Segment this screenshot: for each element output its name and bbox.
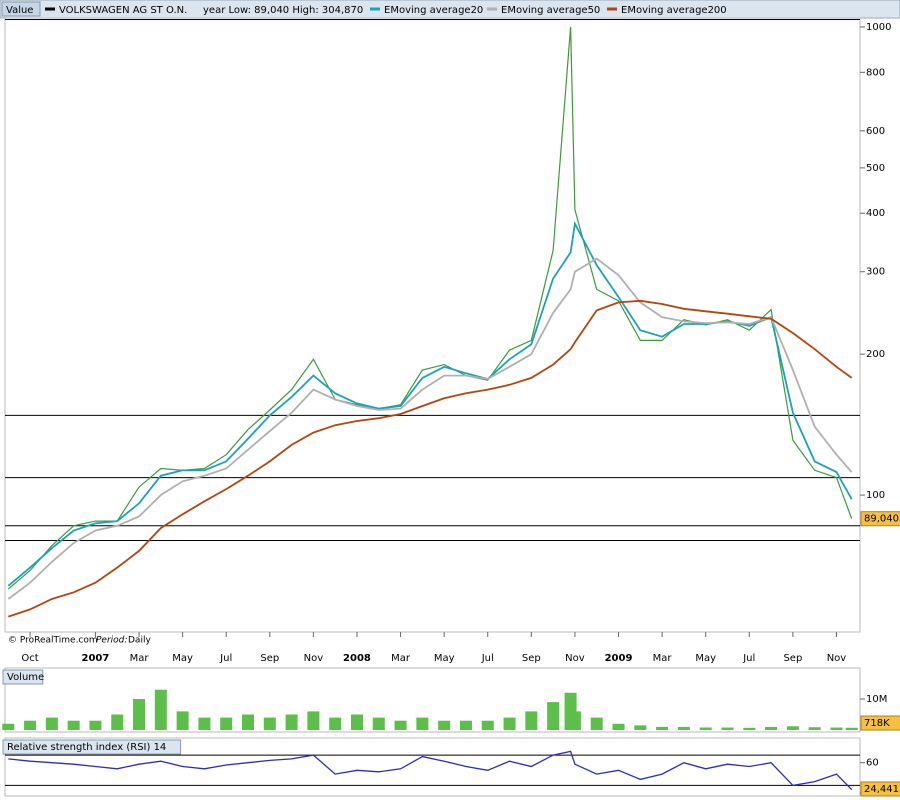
volume-bar xyxy=(111,714,124,730)
ema-line xyxy=(8,299,853,618)
last-value-label: 24,441 xyxy=(864,784,899,795)
volume-bar xyxy=(307,711,320,730)
legend-label: VOLKSWAGEN AG ST O.N. xyxy=(59,5,187,16)
volume-bar xyxy=(285,714,298,730)
volume-bar xyxy=(568,711,581,730)
volume-bar xyxy=(481,720,494,730)
copyright: © ProRealTime.com xyxy=(8,636,98,646)
volume-bar xyxy=(416,717,429,730)
x-tick-label: Sep xyxy=(260,653,279,664)
volume-bar xyxy=(612,723,625,730)
y-tick-label: 60 xyxy=(866,758,879,769)
panel-label: Volume xyxy=(7,672,44,683)
volume-bar xyxy=(24,720,37,730)
volume-bar xyxy=(634,725,647,730)
x-tick-label: Mar xyxy=(130,653,150,664)
x-tick-label: Sep xyxy=(522,653,541,664)
x-tick-label: 2009 xyxy=(605,653,633,664)
x-tick-label: Jul xyxy=(742,653,755,664)
volume-bar xyxy=(656,726,669,730)
volume-bar xyxy=(176,711,189,730)
volume-bar xyxy=(372,717,385,730)
y-tick-label: 300 xyxy=(866,267,885,278)
panel-label: Relative strength index (RSI) 14 xyxy=(7,742,166,753)
panel-label-box xyxy=(2,739,182,755)
volume-bar xyxy=(2,723,15,730)
x-tick-label: Jul xyxy=(481,653,494,664)
volume-bar xyxy=(808,727,821,730)
volume-bar xyxy=(845,727,858,730)
x-tick-label: May xyxy=(434,653,455,664)
volume-bar xyxy=(198,717,211,730)
x-tick-label: 2007 xyxy=(82,653,110,664)
ema-line xyxy=(7,257,853,600)
volume-bar xyxy=(263,717,276,730)
volume-bar xyxy=(721,727,734,730)
last-value-box xyxy=(860,511,900,527)
x-tick-label: Nov xyxy=(565,653,585,664)
last-value-label: 89,040 xyxy=(864,514,899,525)
range-text: year Low: 89,040 High: 304,870 xyxy=(203,5,363,16)
period-label: Period: xyxy=(96,636,127,646)
y-tick-label: 10M xyxy=(866,694,887,705)
volume-bar xyxy=(765,726,778,730)
x-tick-label: 2008 xyxy=(343,653,371,664)
volume-bar xyxy=(590,717,603,730)
x-tick-label: May xyxy=(172,653,193,664)
legend-label: EMoving average50 xyxy=(501,5,600,16)
volume-bar xyxy=(220,717,233,730)
y-tick-label: 800 xyxy=(866,67,885,78)
volume-bar xyxy=(154,689,167,730)
y-tick-label: 1000 xyxy=(866,22,891,33)
y-tick-label: 500 xyxy=(866,163,885,174)
legend-label: EMoving average20 xyxy=(384,5,483,16)
x-tick-label: Mar xyxy=(391,653,411,664)
volume-bar xyxy=(133,699,146,730)
volume-bar xyxy=(394,720,407,730)
x-tick-label: May xyxy=(695,653,716,664)
last-value-box xyxy=(860,781,900,797)
x-tick-label: Sep xyxy=(783,653,802,664)
x-tick-label: Oct xyxy=(21,653,38,664)
y-tick-label: 400 xyxy=(866,208,885,219)
volume-bar xyxy=(830,727,843,730)
volume-bar xyxy=(438,720,451,730)
volume-bar xyxy=(67,720,80,730)
volume-bar xyxy=(89,720,102,730)
period: Daily xyxy=(128,636,151,646)
volume-bar xyxy=(547,702,560,730)
volume-bar xyxy=(242,714,255,730)
last-value-label: 718K xyxy=(864,718,890,729)
volume-bar xyxy=(699,727,712,730)
volume-bar xyxy=(743,727,756,730)
volume-bar xyxy=(525,711,538,730)
volume-bar xyxy=(786,726,799,730)
y-tick-label: 100 xyxy=(866,490,885,501)
x-tick-label: Jul xyxy=(219,653,232,664)
x-tick-label: Nov xyxy=(304,653,324,664)
value-label: Value xyxy=(6,5,33,16)
volume-bar xyxy=(459,720,472,730)
last-value-box xyxy=(860,715,900,731)
y-tick-label: 200 xyxy=(866,349,885,360)
panel-label-box xyxy=(2,669,44,685)
value-box xyxy=(1,1,41,17)
x-tick-label: Mar xyxy=(653,653,673,664)
volume-panel xyxy=(4,667,861,733)
volume-bar xyxy=(350,714,363,730)
volume-bar xyxy=(503,717,516,730)
x-tick-label: Nov xyxy=(827,653,847,664)
legend-label: EMoving average200 xyxy=(621,5,727,16)
rsi-line xyxy=(8,750,853,791)
volume-bar xyxy=(45,717,58,730)
volume-bar xyxy=(329,717,342,730)
y-tick-label: 600 xyxy=(866,126,885,137)
volume-bar xyxy=(677,726,690,730)
price-panel xyxy=(4,17,861,633)
